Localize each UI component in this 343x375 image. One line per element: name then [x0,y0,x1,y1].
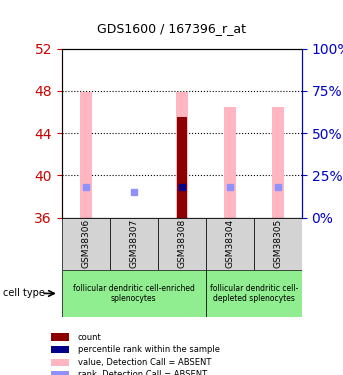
Bar [51,333,69,341]
Text: GSM38304: GSM38304 [225,219,234,268]
Text: cell type: cell type [3,288,45,298]
FancyBboxPatch shape [206,217,254,270]
Bar [272,107,284,218]
Bar [80,92,92,218]
Bar [51,358,69,366]
Text: follicular dendritic cell-
depleted splenocytes: follicular dendritic cell- depleted sple… [210,284,298,303]
FancyBboxPatch shape [206,270,302,317]
Bar [51,371,69,375]
Bar [224,107,236,218]
FancyBboxPatch shape [158,217,206,270]
Bar [177,117,187,218]
FancyBboxPatch shape [62,270,206,317]
Bar [176,92,188,218]
Bar [51,346,69,354]
FancyBboxPatch shape [62,217,110,270]
Text: GSM38305: GSM38305 [273,219,282,268]
Text: percentile rank within the sample: percentile rank within the sample [78,345,220,354]
Text: GSM38308: GSM38308 [177,219,186,268]
FancyBboxPatch shape [110,217,158,270]
Text: rank, Detection Call = ABSENT: rank, Detection Call = ABSENT [78,370,207,375]
Text: GDS1600 / 167396_r_at: GDS1600 / 167396_r_at [97,22,246,36]
Text: GSM38306: GSM38306 [81,219,90,268]
Text: count: count [78,333,102,342]
Text: value, Detection Call = ABSENT: value, Detection Call = ABSENT [78,358,211,367]
Text: GSM38307: GSM38307 [129,219,138,268]
Text: follicular dendritic cell-enriched
splenocytes: follicular dendritic cell-enriched splen… [73,284,195,303]
FancyBboxPatch shape [254,217,302,270]
